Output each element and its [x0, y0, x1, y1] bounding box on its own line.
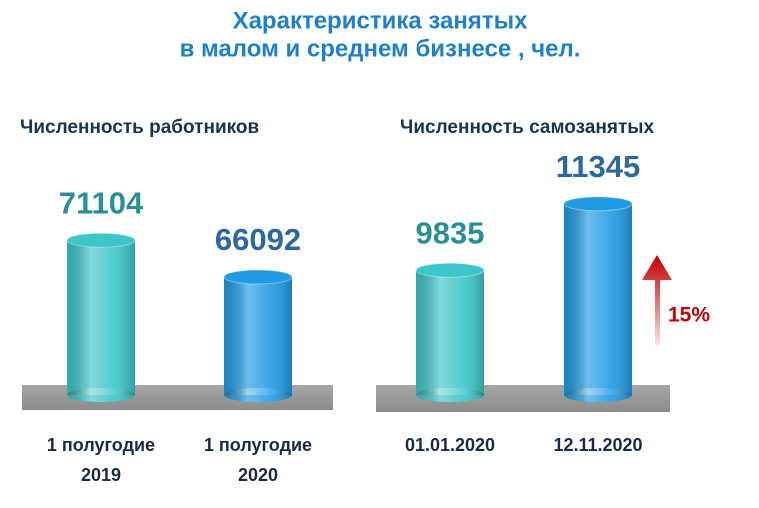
- value-label: 71104: [59, 185, 144, 220]
- annotation: 15%: [668, 304, 710, 327]
- value-label: 11345: [556, 149, 641, 184]
- bar-base: [416, 388, 484, 402]
- x-tick-label: 01.01.2020: [404, 435, 496, 455]
- bar-shine: [67, 240, 135, 395]
- bar-base: [67, 388, 135, 402]
- value-label: 9835: [416, 215, 485, 250]
- title: в малом и среднем бизнесе , чел.: [180, 35, 581, 62]
- bar-top: [223, 269, 293, 285]
- bar-top: [415, 262, 485, 278]
- chart-title: Численность работников: [20, 117, 259, 138]
- bar-top: [66, 232, 136, 248]
- x-tick-label: 1 полугодие 2019: [46, 435, 156, 485]
- chart-title: Численность самозанятых: [400, 117, 655, 138]
- x-tick-label: 12.11.2020: [553, 435, 643, 455]
- arrow: [642, 255, 672, 345]
- bar-top: [563, 196, 633, 212]
- title: Характеристика занятых: [233, 7, 528, 34]
- value-label: 66092: [215, 222, 301, 257]
- bar-base: [224, 388, 292, 402]
- bar-shine: [224, 276, 292, 395]
- bar-base: [564, 388, 632, 402]
- bar-shine: [416, 270, 484, 395]
- x-tick-label: 1 полугодие 2020: [203, 435, 313, 485]
- bar-shine: [564, 203, 632, 395]
